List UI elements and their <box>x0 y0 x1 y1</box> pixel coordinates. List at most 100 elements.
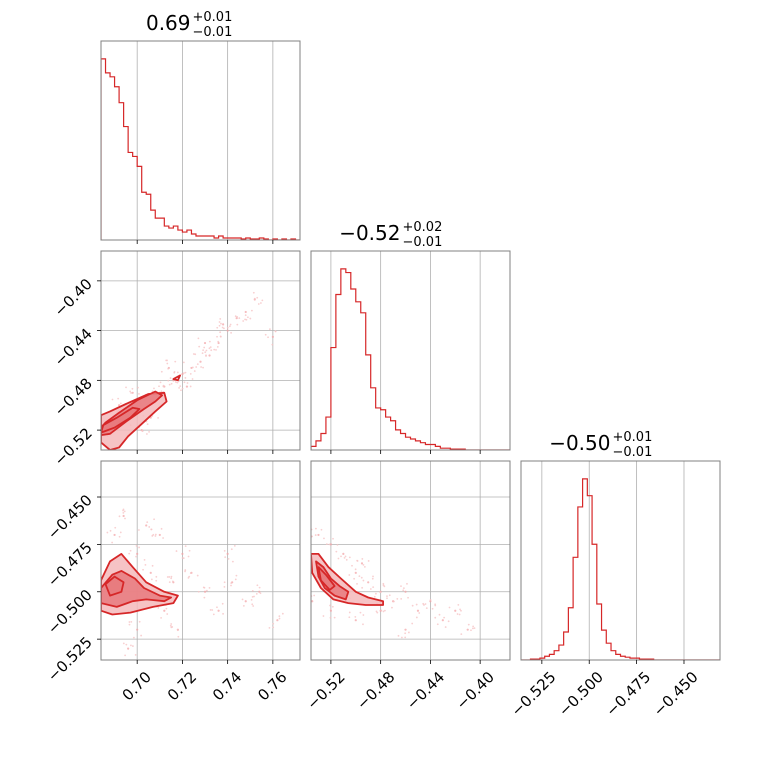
param-title-1: −0.52 +0.02−0.01 <box>339 220 442 250</box>
scatter-panel-0-2-point-13-halo-3 <box>128 623 131 626</box>
scatter-panel-0-2-point-5-halo-4 <box>170 623 173 625</box>
scatter-panel-0-1-point-9-halo-0 <box>202 366 204 369</box>
scatter-panel-0-1-point-23-halo-5 <box>141 429 144 432</box>
scatter-panel-0-2-point-2-halo-3 <box>129 549 132 552</box>
scatter-panel-0-2-point-10-halo-5 <box>242 604 245 607</box>
scatter-panel-1-2-point-11-halo-2 <box>458 613 461 616</box>
scatter-panel-1-2-point-3-halo-0 <box>353 577 356 580</box>
scatter-panel-0-1-point-14-halo-1 <box>251 309 253 312</box>
scatter-panel-1-2-point-6-halo-3 <box>396 597 399 600</box>
scatter-panel-0-2-point-13-halo-0 <box>130 620 133 623</box>
scatter-panel-0-1-point-18-halo-2 <box>138 392 140 395</box>
scatter-panel-0-2-point-4-halo-3 <box>166 613 169 615</box>
scatter-panel-0-1-point-18-halo-5 <box>130 392 132 394</box>
scatter-panel-0-2-point-14-halo-4 <box>151 535 154 537</box>
scatter-panel-1-2-point-16-halo-0 <box>307 596 309 598</box>
scatter-panel-1-2-point-6-halo-4 <box>388 594 391 597</box>
scatter-panel-0-1-point-10-halo-1 <box>205 354 207 357</box>
scatter-panel-0-2-point-7 <box>203 590 207 593</box>
scatter-panel-1-2-point-2 <box>342 552 345 555</box>
scatter-panel-1-2-point-8-halo-5 <box>411 604 414 607</box>
scatter-panel-0-1-point-12-halo-5 <box>219 331 222 334</box>
scatter-panel-1-2-point-7-halo-1 <box>406 582 408 585</box>
scatter-panel-0-2-point-16-halo-0 <box>134 654 137 656</box>
scatter-panel-1-2-point-4-halo-0 <box>371 577 374 580</box>
scatter-panel-1-2-point-18 <box>360 562 364 565</box>
scatter-panel-0-2-point-12-halo-4 <box>278 617 281 620</box>
scatter-panel-1-2-point-17-halo-0 <box>404 632 407 635</box>
scatter-panel-0-2-point-3-halo-3 <box>150 578 153 581</box>
param-title-value-2: −0.50 <box>549 431 610 455</box>
scatter-panel-0-1-point-19-halo-5 <box>166 359 168 362</box>
scatter-panel-0-1-point-18-halo-0 <box>137 386 139 389</box>
scatter-panel-1-2-point-12 <box>466 628 469 631</box>
scatter-panel-0-1-point-4-halo-0 <box>160 390 163 393</box>
scatter-panel-0-1-point-10-halo-4 <box>213 348 216 351</box>
scatter-panel-1-2-point-9-halo-2 <box>434 603 437 606</box>
scatter-panel-1-2-point-12-halo-3 <box>460 633 463 636</box>
scatter-panel-0-2-point-11-halo-5 <box>258 586 261 589</box>
scatter-panel-0-2-point-6-halo-3 <box>189 572 192 574</box>
scatter-panel-0-1-point-6-halo-5 <box>169 377 172 379</box>
scatter-panel-1-2-point-7-halo-3 <box>402 589 405 592</box>
scatter-panel-0-1-point-22-halo-4 <box>218 324 221 327</box>
scatter-panel-0-2-point-5-halo-1 <box>176 629 179 632</box>
scatter-panel-0-1-point-11-halo-2 <box>217 340 220 343</box>
scatter-panel-0-2-point-17-halo-1 <box>223 550 226 552</box>
scatter-panel-0-2-point-11-halo-1 <box>259 592 262 595</box>
scatter-panel-1-2-point-18-halo-3 <box>354 568 357 571</box>
scatter-panel-0-1-point-7-halo-0 <box>176 371 179 374</box>
scatter-panel-0-2-point-13-halo-1 <box>140 634 143 637</box>
scatter-panel-1-2-point-16 <box>311 600 314 603</box>
scatter-panel-1-2-point-0-halo-4 <box>314 534 317 536</box>
scatter-panel-1-2-point-7-halo-5 <box>400 585 402 588</box>
scatter-panel-1-2-point-8-halo-0 <box>424 603 427 605</box>
scatter-panel-0-2-point-0-halo-1 <box>109 529 112 532</box>
scatter-panel-0-2-point-9-halo-0 <box>234 578 237 581</box>
scatter-panel-1-2-point-3-halo-4 <box>362 579 365 582</box>
scatter-panel-0-1-point-21-halo-1 <box>202 349 205 352</box>
hist-panel-0-border <box>100 40 301 241</box>
hist-panel-0-background <box>101 41 300 240</box>
scatter-panel-1-2-point-3-halo-2 <box>362 564 365 566</box>
scatter-panel-0-2-point-0 <box>113 533 116 537</box>
scatter-panel-0-1-point-11-halo-1 <box>216 335 218 338</box>
scatter-panel-0-1-point-24 <box>117 404 121 407</box>
scatter-panel-0-2-point-6-halo-4 <box>196 574 199 577</box>
scatter-panel-0-1-contour-3 <box>172 374 182 382</box>
scatter-panel-1-2-point-7-halo-2 <box>400 597 403 600</box>
scatter-panel-0-1-point-11-halo-3 <box>209 346 212 349</box>
scatter-panel-1-2-point-12-halo-5 <box>471 627 474 630</box>
scatter-panel-0-1-point-11-halo-5 <box>215 349 217 351</box>
scatter-panel-0-1-point-20-halo-0 <box>180 389 182 392</box>
scatter-panel-1-2-point-10-halo-3 <box>443 616 446 619</box>
scatter-panel-0-1-point-13-halo-4 <box>238 317 241 320</box>
scatter-panel-0-1-point-20-halo-1 <box>191 378 194 380</box>
scatter-panel-0-2-point-6-halo-0 <box>184 569 187 571</box>
scatter-panel-1-2-point-14-halo-0 <box>362 614 365 616</box>
hist-panel-1-content <box>311 251 510 450</box>
scatter-panel-0-1-point-7-halo-4 <box>182 372 185 375</box>
scatter-panel-0-2-point-5-halo-5 <box>171 626 174 628</box>
scatter-panel-0-2-point-14-halo-0 <box>154 535 157 537</box>
scatter-panel-1-2-point-17-halo-5 <box>397 634 400 637</box>
scatter-panel-1-2-point-14-halo-3 <box>354 615 357 618</box>
scatter-panel-0-2-point-19-halo-5 <box>168 581 171 584</box>
scatter-panel-1-2-point-19-halo-1 <box>356 582 358 585</box>
scatter-panel-1-2-point-14 <box>354 619 357 622</box>
scatter-panel-1-2-point-3-halo-5 <box>351 564 353 567</box>
scatter-panel-0-2-point-15-halo-5 <box>182 557 185 560</box>
scatter-panel-1-2-point-2-halo-1 <box>337 557 340 560</box>
scatter-panel-0-1-point-22-halo-0 <box>218 321 221 323</box>
scatter-panel-0-2-point-8-halo-1 <box>212 613 215 616</box>
scatter-panel-0-2-point-7-halo-4 <box>197 590 200 593</box>
scatter-panel-1-2-point-4 <box>367 581 370 584</box>
scatter-panel-0-2-point-3-halo-1 <box>155 579 158 582</box>
scatter-panel-0-2-point-10-halo-0 <box>252 605 255 607</box>
scatter-panel-1-2-point-6-halo-2 <box>393 600 395 603</box>
scatter-panel-1-2-point-8-halo-3 <box>418 612 421 614</box>
scatter-panel-1-2-point-11-halo-3 <box>457 603 460 606</box>
scatter-panel-0-2-point-10-halo-2 <box>241 598 244 601</box>
scatter-panel-0-1-ytick-label-3: −0.40 <box>51 275 96 320</box>
scatter-panel-0-1-point-13-halo-3 <box>229 323 232 326</box>
